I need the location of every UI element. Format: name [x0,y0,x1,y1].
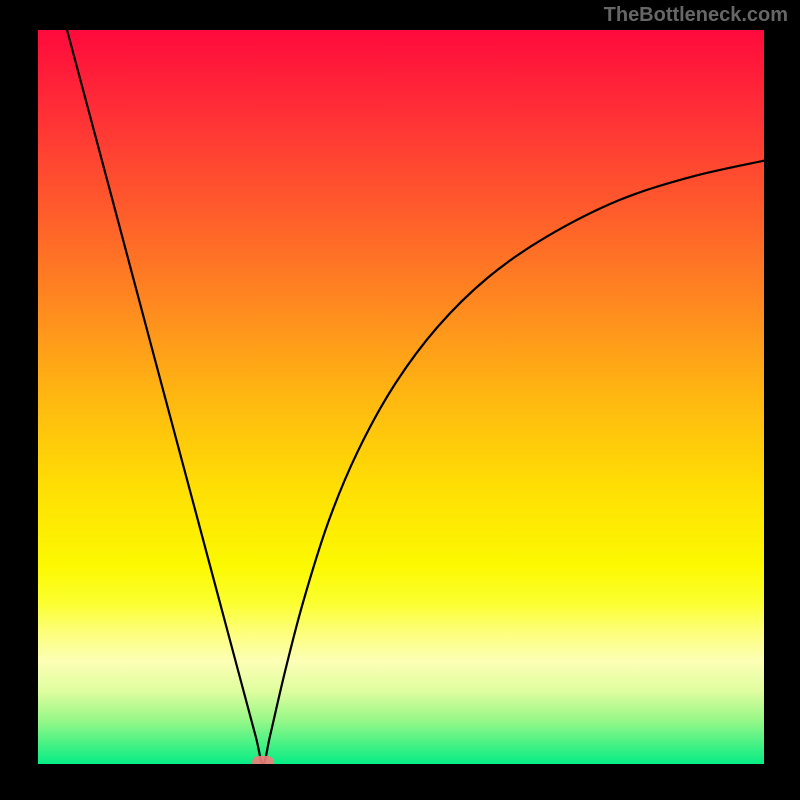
vertex-marker [252,756,274,764]
chart-container: TheBottleneck.com [0,0,800,800]
plot-area [38,30,764,764]
chart-svg [38,30,764,764]
watermark-text: TheBottleneck.com [604,4,788,27]
gradient-background [38,30,764,764]
